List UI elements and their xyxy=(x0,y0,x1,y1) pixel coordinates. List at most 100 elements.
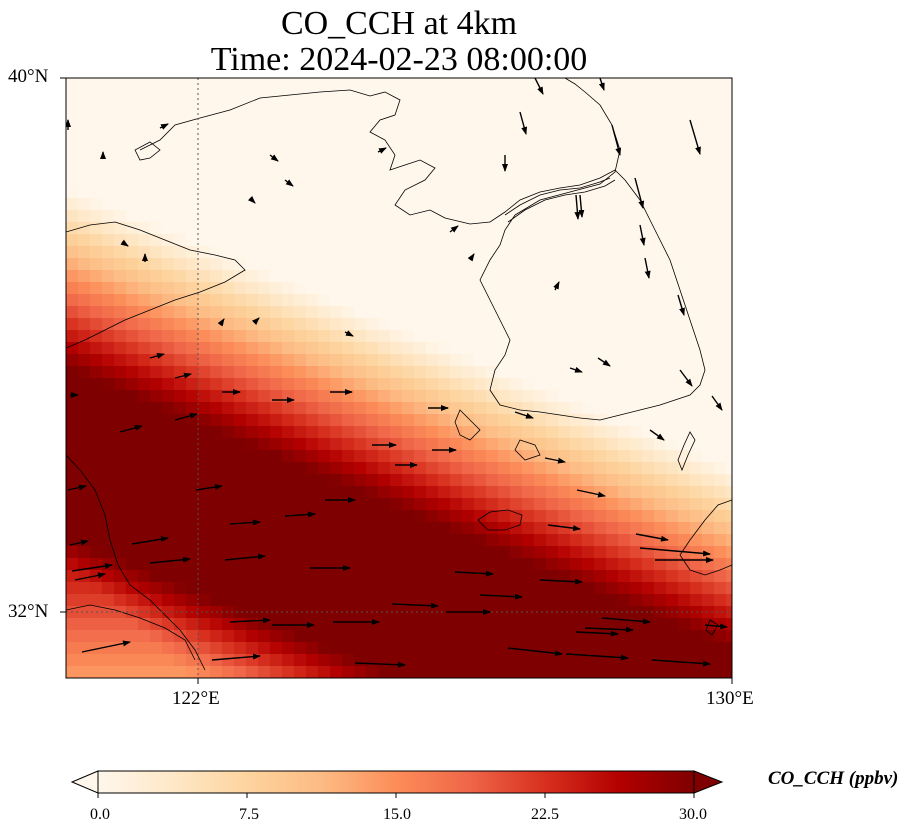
field-cell xyxy=(78,402,91,415)
field-cell xyxy=(594,390,607,403)
field-cell xyxy=(438,90,451,103)
wind-arrow xyxy=(67,484,87,491)
field-cell xyxy=(594,642,607,655)
field-cell xyxy=(270,582,283,595)
field-cell xyxy=(654,90,667,103)
field-cell xyxy=(102,126,115,139)
field-cell xyxy=(78,162,91,175)
field-cell xyxy=(162,366,175,379)
field-cell xyxy=(510,294,523,307)
field-cell xyxy=(162,618,175,631)
field-cell xyxy=(162,546,175,559)
field-cell xyxy=(366,234,379,247)
field-cell xyxy=(462,102,475,115)
field-cell xyxy=(150,330,163,343)
field-cell xyxy=(270,378,283,391)
field-cell xyxy=(438,642,451,655)
field-cell xyxy=(450,294,463,307)
field-cell xyxy=(78,366,91,379)
field-cell xyxy=(330,114,343,127)
field-cell xyxy=(174,342,187,355)
field-cell xyxy=(198,366,211,379)
field-cell xyxy=(90,666,103,678)
field-cell xyxy=(582,498,595,511)
field-cell xyxy=(618,354,631,367)
field-cell xyxy=(138,474,151,487)
field-cell xyxy=(78,462,91,475)
field-cell xyxy=(318,522,331,535)
field-cell xyxy=(126,654,139,667)
field-cell xyxy=(678,570,691,583)
field-cell xyxy=(222,306,235,319)
field-cell xyxy=(378,438,391,451)
wind-arrow xyxy=(569,366,583,373)
field-cell xyxy=(330,270,343,283)
field-cell xyxy=(654,150,667,163)
field-cell xyxy=(366,486,379,499)
field-cell xyxy=(354,522,367,535)
field-cell xyxy=(534,270,547,283)
field-cell xyxy=(78,234,91,247)
field-cell xyxy=(222,234,235,247)
field-cell xyxy=(330,162,343,175)
field-cell xyxy=(594,378,607,391)
field-cell xyxy=(198,426,211,439)
field-cell xyxy=(546,162,559,175)
field-cell xyxy=(474,426,487,439)
field-cell xyxy=(198,138,211,151)
field-cell xyxy=(582,366,595,379)
field-cell xyxy=(114,510,127,523)
field-cell xyxy=(570,594,583,607)
field-cell xyxy=(138,282,151,295)
field-cell xyxy=(498,126,511,139)
field-cell xyxy=(618,378,631,391)
field-cell xyxy=(678,162,691,175)
field-cell xyxy=(366,102,379,115)
field-cell xyxy=(354,414,367,427)
field-cell xyxy=(558,654,571,667)
field-cell xyxy=(582,246,595,259)
field-cell xyxy=(426,474,439,487)
field-cell xyxy=(678,618,691,631)
field-cell xyxy=(114,282,127,295)
field-cell xyxy=(450,222,463,235)
field-cell xyxy=(210,222,223,235)
field-cell xyxy=(306,642,319,655)
field-cell xyxy=(366,630,379,643)
field-cell xyxy=(342,522,355,535)
field-cell xyxy=(414,318,427,331)
field-cell xyxy=(714,546,727,559)
field-cell xyxy=(222,210,235,223)
field-cell xyxy=(90,294,103,307)
field-cell xyxy=(342,222,355,235)
field-cell xyxy=(354,390,367,403)
field-cell xyxy=(210,522,223,535)
field-cell xyxy=(234,666,247,678)
field-cell xyxy=(570,414,583,427)
field-cell xyxy=(426,366,439,379)
field-cell xyxy=(594,510,607,523)
field-cell xyxy=(678,414,691,427)
field-cell xyxy=(666,510,679,523)
wind-arrow xyxy=(677,294,685,316)
field-cell xyxy=(594,438,607,451)
field-cell xyxy=(90,462,103,475)
field-cell xyxy=(522,402,535,415)
field-cell xyxy=(726,102,732,115)
field-cell xyxy=(294,654,307,667)
field-cell xyxy=(558,642,571,655)
field-cell xyxy=(618,270,631,283)
field-cell xyxy=(234,90,247,103)
field-cell xyxy=(294,426,307,439)
field-cell xyxy=(546,582,559,595)
field-cell xyxy=(150,126,163,139)
field-cell xyxy=(450,90,463,103)
field-cell xyxy=(522,270,535,283)
field-cell xyxy=(534,306,547,319)
field-cell xyxy=(606,402,619,415)
field-cell xyxy=(654,630,667,643)
field-cell xyxy=(594,474,607,487)
field-cell xyxy=(570,378,583,391)
field-cell xyxy=(186,486,199,499)
field-cell xyxy=(726,426,732,439)
